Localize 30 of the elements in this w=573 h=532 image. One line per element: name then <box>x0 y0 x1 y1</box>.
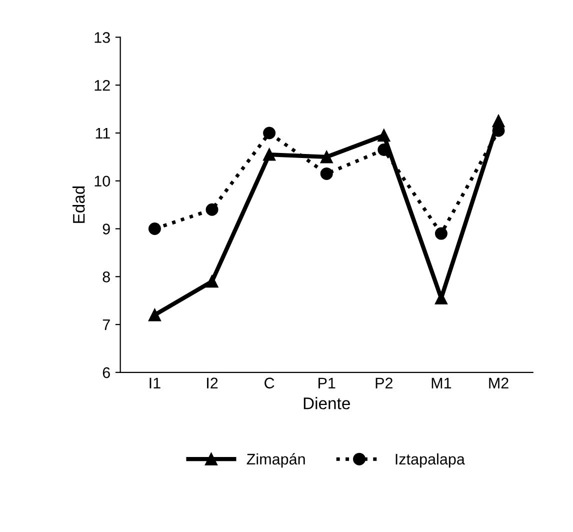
x-tick-label: C <box>264 378 274 388</box>
point <box>263 126 276 140</box>
x-tick-label: I2 <box>207 378 218 388</box>
y-tick-label: 10 <box>94 176 110 187</box>
point <box>320 167 333 180</box>
y-axis-title: Edad <box>72 186 85 223</box>
y-tick-label: 13 <box>94 32 110 43</box>
y-tick-label: 9 <box>102 224 110 234</box>
point <box>148 222 161 236</box>
point <box>378 129 390 142</box>
point <box>206 203 218 216</box>
point <box>434 227 448 240</box>
x-tick-label: M2 <box>489 378 508 388</box>
y-tick-label: 6 <box>102 367 110 378</box>
point <box>434 292 448 304</box>
x-tick-label: P1 <box>318 378 336 388</box>
x-tick-label: M1 <box>432 378 452 388</box>
y-tick-label: 7 <box>102 320 110 330</box>
point <box>263 148 276 161</box>
point <box>206 275 218 288</box>
legend-label: Iztapalapa <box>396 453 465 468</box>
x-axis-title: Diente <box>304 397 350 410</box>
point <box>320 150 333 164</box>
y-tick-label: 12 <box>94 80 110 91</box>
x-tick-label: P2 <box>376 378 392 388</box>
y-tick-label: 8 <box>102 272 110 282</box>
point <box>148 308 161 322</box>
x-tick-label: I1 <box>150 378 160 388</box>
y-tick-label: 11 <box>96 128 110 139</box>
legend-label: Zimapán <box>246 453 305 468</box>
